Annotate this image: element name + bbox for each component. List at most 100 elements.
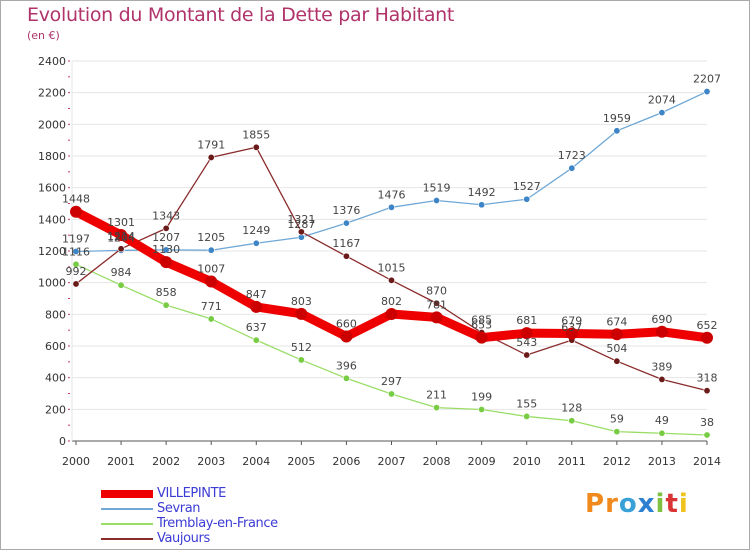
legend-swatch-tremblay bbox=[101, 523, 153, 525]
data-label-villepinte-2007: 802 bbox=[381, 295, 402, 308]
x-tick-label-2008: 2008 bbox=[423, 455, 451, 468]
data-label-sevran-2003: 1205 bbox=[197, 231, 225, 244]
data-point-villepinte-2012 bbox=[610, 328, 623, 341]
data-point-villepinte-2014 bbox=[701, 331, 713, 344]
data-point-vaujours-2000 bbox=[72, 280, 80, 288]
data-label-sevran-2004: 1249 bbox=[242, 224, 270, 237]
data-label-sevran-2010: 1527 bbox=[513, 180, 541, 193]
data-point-villepinte-2011 bbox=[565, 327, 578, 340]
data-point-vaujours-2008 bbox=[433, 299, 441, 307]
data-label-villepinte-2010: 681 bbox=[516, 314, 537, 327]
x-tick-label-2006: 2006 bbox=[332, 455, 360, 468]
data-label-sevran-2007: 1476 bbox=[378, 188, 406, 201]
data-point-villepinte-2004 bbox=[250, 300, 263, 313]
data-point-vaujours-2014 bbox=[703, 387, 711, 395]
data-label-tremblay-en-france-2010: 155 bbox=[516, 397, 537, 410]
data-label-tremblay-en-france-2006: 396 bbox=[336, 359, 357, 372]
data-label-villepinte-2011: 679 bbox=[561, 314, 582, 327]
x-tick-label-2003: 2003 bbox=[197, 455, 225, 468]
x-tick-label-2014: 2014 bbox=[693, 455, 721, 468]
data-point-tremblay-en-france-2013 bbox=[658, 429, 666, 437]
x-tick-label-2012: 2012 bbox=[603, 455, 631, 468]
data-label-villepinte-2002: 1130 bbox=[152, 243, 180, 256]
x-tick-label-2010: 2010 bbox=[513, 455, 541, 468]
data-point-vaujours-2010 bbox=[523, 351, 531, 359]
data-label-vaujours-2012: 504 bbox=[606, 342, 627, 355]
legend-swatch-vaujours bbox=[101, 538, 153, 540]
y-tick-label-600: 600 bbox=[45, 340, 66, 353]
x-tick-label-2001: 2001 bbox=[107, 455, 135, 468]
y-tick-label-200: 200 bbox=[45, 403, 66, 416]
data-label-villepinte-2009: 653 bbox=[471, 319, 492, 332]
data-label-villepinte-2014: 652 bbox=[697, 319, 718, 332]
data-point-sevran-2003 bbox=[207, 246, 215, 254]
data-label-vaujours-2005: 1321 bbox=[287, 213, 315, 226]
data-point-villepinte-2000 bbox=[70, 205, 82, 218]
data-label-tremblay-en-france-2002: 858 bbox=[156, 286, 177, 299]
data-point-sevran-2007 bbox=[387, 203, 395, 211]
legend-swatch-villepinte bbox=[101, 490, 153, 498]
y-tick-label-800: 800 bbox=[45, 308, 66, 321]
data-point-vaujours-2006 bbox=[342, 252, 350, 260]
y-tick-label-1000: 1000 bbox=[38, 277, 66, 290]
logo-letter: o bbox=[618, 489, 638, 519]
data-label-villepinte-2001: 1301 bbox=[107, 216, 135, 229]
data-point-vaujours-2007 bbox=[387, 276, 395, 284]
data-point-tremblay-en-france-2000 bbox=[72, 260, 80, 268]
data-point-villepinte-2013 bbox=[655, 325, 668, 338]
y-tick-label-2400: 2400 bbox=[38, 55, 66, 68]
data-label-vaujours-2008: 870 bbox=[426, 284, 447, 297]
data-point-sevran-2010 bbox=[523, 195, 531, 203]
data-label-tremblay-en-france-2014: 38 bbox=[700, 416, 714, 429]
data-point-sevran-2008 bbox=[433, 196, 441, 204]
data-label-vaujours-2003: 1791 bbox=[197, 138, 225, 151]
y-tick-label-2000: 2000 bbox=[38, 118, 66, 131]
data-point-sevran-2004 bbox=[252, 239, 260, 247]
data-point-tremblay-en-france-2012 bbox=[613, 428, 621, 436]
data-label-villepinte-2000: 1448 bbox=[62, 193, 90, 206]
logo-letter: i bbox=[678, 489, 689, 519]
data-point-tremblay-en-france-2010 bbox=[523, 412, 531, 420]
data-label-vaujours-2002: 1343 bbox=[152, 209, 180, 222]
data-point-sevran-2002 bbox=[162, 246, 170, 254]
data-label-tremblay-en-france-2012: 59 bbox=[610, 413, 624, 426]
proxiti-logo: Proxiti bbox=[585, 489, 689, 519]
y-tick-label-1800: 1800 bbox=[38, 150, 66, 163]
data-label-sevran-2013: 2074 bbox=[648, 94, 676, 107]
data-label-sevran-2002: 1207 bbox=[152, 231, 180, 244]
x-tick-label-2011: 2011 bbox=[558, 455, 586, 468]
y-tick-label-1600: 1600 bbox=[38, 182, 66, 195]
data-point-sevran-2009 bbox=[478, 201, 486, 209]
legend-label-villepinte: VILLEPINTE bbox=[157, 486, 226, 501]
chart-title: Evolution du Montant de la Dette par Hab… bbox=[27, 4, 455, 26]
data-point-villepinte-2009 bbox=[475, 331, 488, 344]
data-point-vaujours-2003 bbox=[207, 153, 215, 161]
data-point-tremblay-en-france-2004 bbox=[252, 336, 260, 344]
x-tick-label-2002: 2002 bbox=[152, 455, 180, 468]
data-label-sevran-2008: 1519 bbox=[423, 181, 451, 194]
data-point-sevran-2013 bbox=[658, 109, 666, 117]
data-label-sevran-2014: 2207 bbox=[693, 73, 721, 86]
data-point-vaujours-2002 bbox=[162, 224, 170, 232]
data-label-villepinte-2003: 1007 bbox=[197, 263, 225, 276]
data-point-sevran-2011 bbox=[568, 164, 576, 172]
legend-swatch-sevran bbox=[101, 508, 153, 510]
legend-label-vaujours: Vaujours bbox=[157, 531, 210, 546]
x-tick-label-2007: 2007 bbox=[378, 455, 406, 468]
data-point-tremblay-en-france-2001 bbox=[117, 281, 125, 289]
data-label-villepinte-2013: 690 bbox=[651, 313, 672, 326]
y-tick-label-0: 0 bbox=[59, 435, 66, 448]
y-tick-label-1200: 1200 bbox=[38, 245, 66, 258]
x-tick-label-2000: 2000 bbox=[62, 455, 90, 468]
data-label-tremblay-en-france-2003: 771 bbox=[201, 300, 222, 313]
data-point-vaujours-2005 bbox=[297, 228, 305, 236]
data-point-tremblay-en-france-2009 bbox=[478, 405, 486, 413]
data-label-vaujours-2014: 318 bbox=[697, 372, 718, 385]
data-label-tremblay-en-france-2001: 984 bbox=[111, 266, 132, 279]
data-point-villepinte-2005 bbox=[295, 307, 308, 320]
data-label-villepinte-2005: 803 bbox=[291, 295, 312, 308]
data-label-tremblay-en-france-2008: 211 bbox=[426, 389, 447, 402]
data-label-vaujours-2007: 1015 bbox=[378, 261, 406, 274]
data-label-villepinte-2012: 674 bbox=[606, 315, 627, 328]
